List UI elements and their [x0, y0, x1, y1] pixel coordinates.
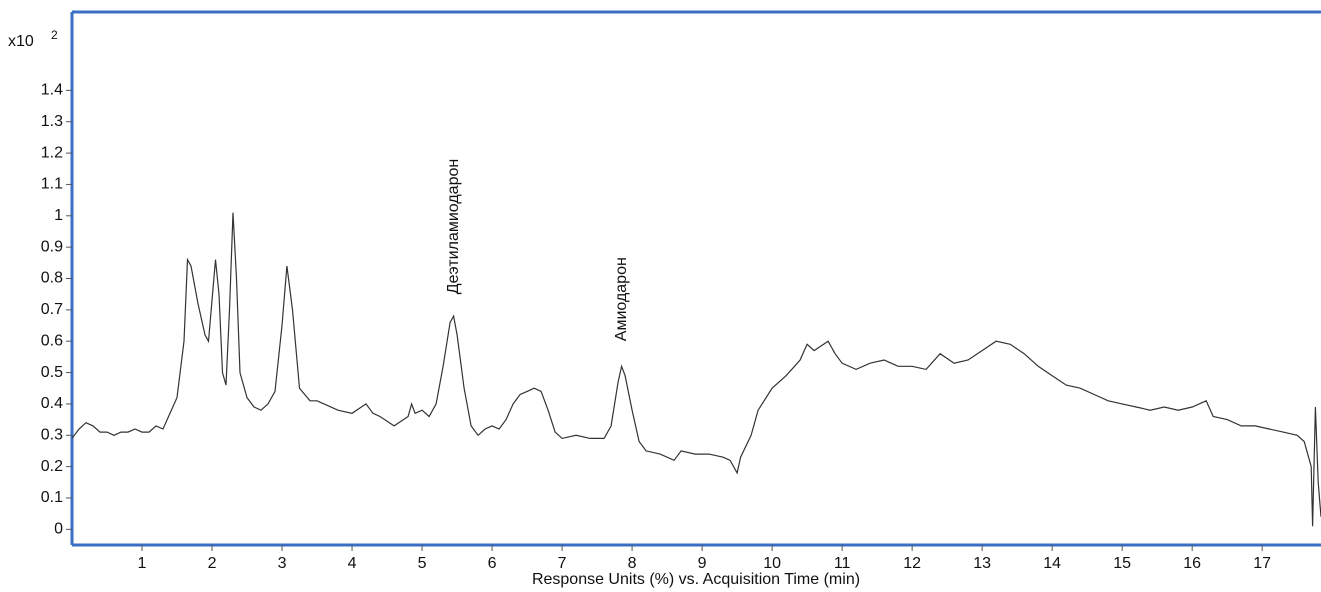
y-tick-label: 0.6 [41, 332, 63, 349]
y-tick-label: 1.3 [41, 113, 63, 130]
y-tick-label: 1.4 [41, 82, 63, 99]
x-tick-label: 16 [1183, 555, 1201, 572]
x-axis-label: Response Units (%) vs. Acquisition Time … [532, 571, 860, 588]
x-tick-label: 8 [628, 555, 637, 572]
x-tick-label: 4 [348, 555, 357, 572]
trace [71, 212, 1321, 527]
y-tick-label: 0.7 [41, 301, 63, 318]
peak-annotation: Деэтиламиодарон [445, 159, 462, 294]
y-tick-label: 0.3 [41, 426, 63, 443]
x-tick-label: 11 [834, 555, 851, 572]
x-tick-label: 7 [558, 555, 567, 572]
x-tick-label: 14 [1043, 555, 1061, 572]
y-tick-label: 0.9 [41, 238, 63, 255]
y-tick-label: 0.8 [41, 270, 63, 287]
x-tick-label: 17 [1253, 555, 1271, 572]
x-tick-label: 15 [1113, 555, 1131, 572]
y-tick-label: 1.2 [41, 144, 63, 161]
y-tick-label: 0.4 [41, 395, 63, 412]
x-tick-label: 5 [418, 555, 427, 572]
y-scale-exponent: 2 [51, 28, 58, 42]
y-tick-label: 0.2 [41, 458, 63, 475]
x-tick-label: 12 [903, 555, 921, 572]
x-tick-label: 9 [698, 555, 707, 572]
x-tick-label: 1 [138, 555, 147, 572]
y-tick-label: 1 [54, 207, 63, 224]
peak-annotation: Амиодарон [613, 257, 630, 341]
x-tick-label: 6 [488, 555, 497, 572]
x-tick-label: 2 [208, 555, 217, 572]
y-tick-label: 0.1 [41, 489, 63, 506]
x-tick-label: 10 [763, 555, 781, 572]
x-tick-label: 3 [278, 555, 287, 572]
y-tick-label: 0 [54, 521, 63, 538]
x-tick-label: 13 [973, 555, 991, 572]
y-tick-label: 1.1 [41, 176, 63, 193]
y-tick-label: 0.5 [41, 364, 63, 381]
y-scale-label: x10 [8, 33, 34, 50]
